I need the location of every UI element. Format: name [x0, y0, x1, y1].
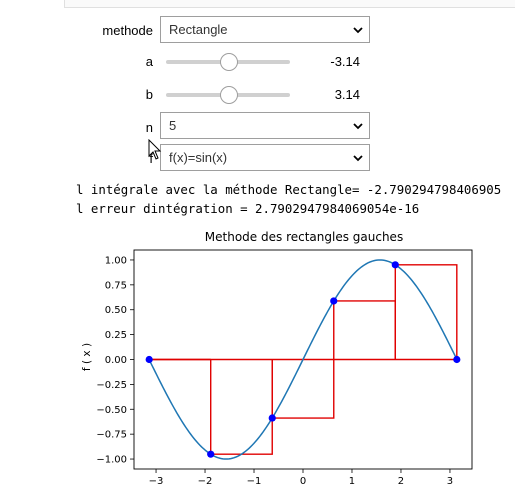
rectangle-3: [271, 359, 335, 419]
a-label: a: [145, 54, 153, 69]
b-label: b: [145, 87, 153, 102]
sample-point: [330, 297, 338, 305]
sample-point: [268, 414, 276, 422]
x-tick-label: 2: [398, 476, 404, 487]
integral-output: l intégrale avec la méthode Rectangle= -…: [76, 182, 502, 197]
y-tick-label: 0.75: [105, 280, 127, 291]
function-curve: [148, 259, 458, 460]
chevron-down-icon: [353, 123, 363, 130]
b-value: 3.14: [334, 87, 360, 102]
mouse-pointer-icon: [148, 139, 162, 160]
sample-point: [391, 261, 399, 269]
chevron-down-icon: [353, 155, 363, 162]
y-tick-label: −1.00: [96, 455, 127, 466]
n-value: 5: [169, 118, 177, 133]
y-tick-label: −0.75: [96, 430, 127, 441]
function-value: f(x)=sin(x): [169, 150, 228, 165]
x-tick-label: 3: [447, 476, 453, 487]
methode-dropdown[interactable]: Rectangle: [160, 16, 370, 43]
methode-label: methode: [102, 23, 153, 38]
function-dropdown[interactable]: f(x)=sin(x): [160, 144, 370, 171]
y-axis-label: f ( x ): [81, 343, 93, 371]
x-tick-label: −1: [247, 476, 262, 487]
a-value: -3.14: [330, 54, 360, 69]
methode-value: Rectangle: [169, 22, 228, 37]
y-tick-label: 0.50: [105, 305, 127, 316]
x-tick-label: 1: [349, 476, 355, 487]
error-output: l erreur dintégration = 2.79029479840690…: [76, 201, 420, 216]
rectangle-2: [210, 359, 273, 455]
y-tick-label: 0.00: [105, 355, 127, 366]
b-slider-handle[interactable]: [220, 86, 238, 104]
b-slider[interactable]: [166, 85, 290, 105]
rectangle-5: [394, 264, 458, 360]
a-slider[interactable]: [166, 52, 290, 72]
y-tick-label: 0.25: [105, 330, 127, 341]
sample-point: [453, 355, 461, 364]
y-tick-label: −0.50: [96, 405, 127, 416]
n-label: n: [145, 120, 153, 135]
rectangle-method-chart: Methode des rectangles gauches f ( x ) −…: [81, 230, 473, 487]
x-tick-label: 0: [300, 476, 306, 487]
previous-cell-edge: [64, 0, 515, 8]
x-tick-label: −3: [149, 476, 164, 487]
y-tick-label: −0.25: [96, 380, 127, 391]
x-tick-label: −2: [198, 476, 213, 487]
y-tick-label: 1.00: [105, 255, 127, 266]
chevron-down-icon: [353, 27, 363, 34]
sample-point: [145, 355, 153, 364]
a-slider-handle[interactable]: [220, 53, 238, 71]
f-label: f: [149, 151, 153, 166]
chart-title: Methode des rectangles gauches: [205, 230, 403, 244]
n-dropdown[interactable]: 5: [160, 112, 370, 139]
sample-point: [207, 450, 215, 458]
rectangle-4: [333, 300, 396, 360]
